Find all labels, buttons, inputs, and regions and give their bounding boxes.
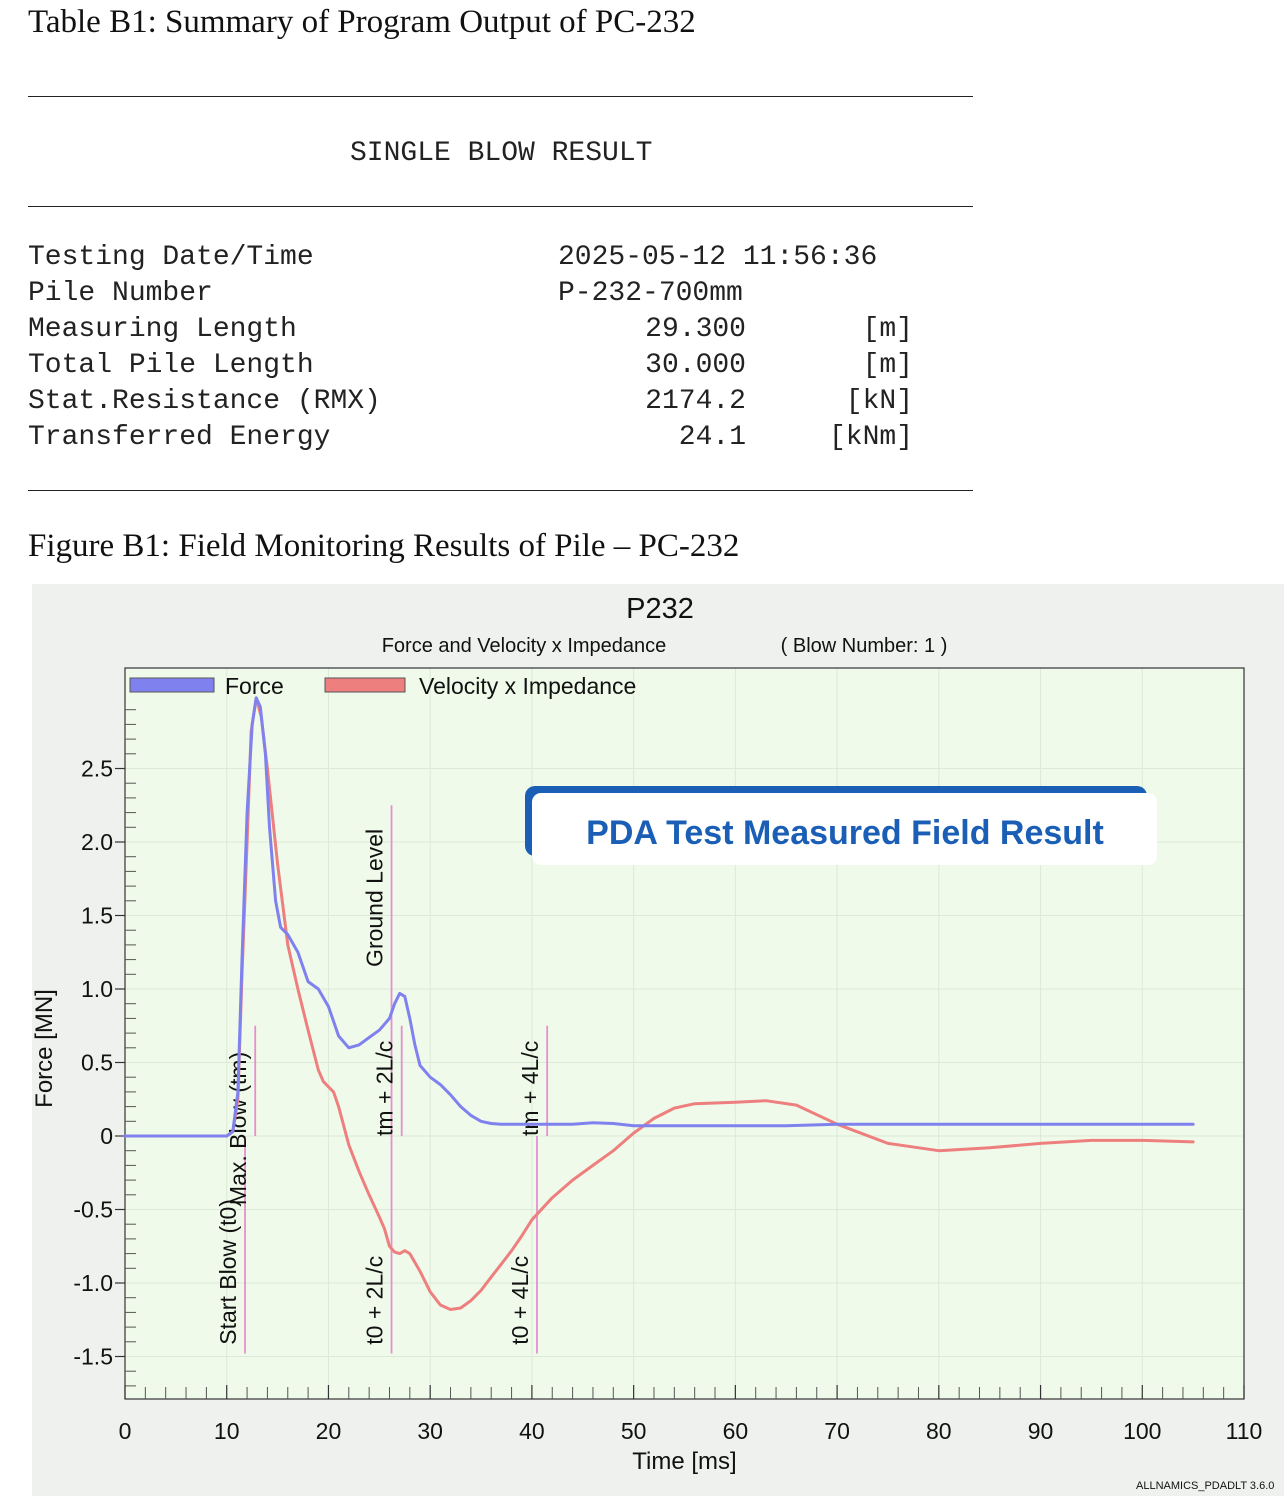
row-unit: [m] — [862, 314, 913, 345]
legend-label-velocity: Velocity x Impedance — [419, 673, 636, 699]
x-tick-label: 20 — [316, 1418, 342, 1444]
row-unit: [m] — [862, 350, 913, 381]
force-series-line — [123, 696, 1195, 1138]
y-tick-label: 2.0 — [81, 829, 113, 855]
table-row: Measuring Length 29.300 [m] — [0, 314, 1284, 350]
event-marker-label: tm + 4L/c — [517, 1041, 543, 1136]
table-row: Total Pile Length 30.000 [m] — [0, 350, 1284, 386]
legend-swatch-force — [129, 677, 215, 693]
x-tick-label: 70 — [824, 1418, 850, 1444]
x-tick-label: 80 — [926, 1418, 952, 1444]
y-tick-label: 1.0 — [81, 976, 113, 1002]
x-tick-label: 50 — [621, 1418, 647, 1444]
x-tick-label: 110 — [1226, 1418, 1263, 1444]
row-value: 30.000 — [645, 350, 746, 381]
figure-title: Figure B1: Field Monitoring Results of P… — [28, 528, 740, 564]
x-tick-label: 60 — [723, 1418, 749, 1444]
y-tick-label: 1.5 — [81, 903, 113, 929]
row-unit: [kNm] — [828, 422, 913, 453]
divider — [28, 206, 973, 207]
y-tick-label: -0.5 — [73, 1197, 113, 1223]
row-value: 24.1 — [678, 422, 746, 453]
y-axis-label: Force [MN] — [32, 989, 58, 1108]
banner-text: PDA Test Measured Field Result — [586, 814, 1104, 852]
event-marker-label: tm + 2L/c — [372, 1041, 398, 1136]
banner-box — [532, 793, 1157, 865]
software-label: ALLNAMICS_PDADLT 3.6.0 — [1136, 1480, 1274, 1492]
pda-chart: P232 Force and Velocity x Impedance ( Blow… — [32, 584, 1284, 1496]
x-tick-label: 100 — [1123, 1418, 1161, 1444]
x-tick-label: 90 — [1028, 1418, 1054, 1444]
row-value: P-232-700mm — [558, 278, 743, 309]
legend-swatch-velocity — [324, 677, 406, 693]
row-label: Testing Date/Time — [28, 242, 314, 273]
chart-title: P232 — [626, 593, 694, 625]
row-value: 2174.2 — [645, 386, 746, 417]
table-row: Pile Number P-232-700mm — [0, 278, 1284, 314]
row-label: Stat.Resistance (RMX) — [28, 386, 381, 417]
row-label: Measuring Length — [28, 314, 297, 345]
table-title: Table B1: Summary of Program Output of P… — [28, 4, 696, 40]
x-axis-label: Time [ms] — [632, 1448, 736, 1475]
legend-label-force: Force — [225, 673, 284, 699]
y-tick-label: -1.5 — [73, 1344, 113, 1370]
divider — [28, 490, 973, 491]
x-tick-label: 40 — [519, 1418, 545, 1444]
row-label: Transferred Energy — [28, 422, 331, 453]
y-tick-label: 2.5 — [81, 756, 113, 782]
row-value: 2025-05-12 11:56:36 — [558, 242, 878, 273]
y-tick-label: 0.5 — [81, 1050, 113, 1076]
blow-number-label: ( Blow Number: 1 ) — [781, 635, 948, 657]
table-heading: SINGLE BLOW RESULT — [350, 138, 653, 169]
chart-subtitle: Force and Velocity x Impedance — [382, 635, 667, 657]
x-tick-label: 10 — [214, 1418, 240, 1444]
y-tick-label: 0 — [100, 1123, 113, 1149]
divider — [28, 96, 973, 97]
row-value: 29.300 — [645, 314, 746, 345]
event-marker-label: Start Blow (t0) — [215, 1199, 241, 1345]
y-tick-label: -1.0 — [73, 1270, 113, 1296]
x-tick-label: 0 — [119, 1418, 132, 1444]
plot-area — [125, 668, 1244, 1399]
row-label: Total Pile Length — [28, 350, 314, 381]
event-marker-label: t0 + 4L/c — [507, 1256, 533, 1345]
x-tick-label: 30 — [417, 1418, 443, 1444]
table-row: Stat.Resistance (RMX) 2174.2 [kN] — [0, 386, 1284, 422]
event-marker-label: Ground Level — [362, 829, 388, 967]
table-row: Transferred Energy 24.1 [kNm] — [0, 422, 1284, 458]
event-marker-label: t0 + 2L/c — [362, 1256, 388, 1345]
row-unit: [kN] — [845, 386, 913, 417]
row-label: Pile Number — [28, 278, 213, 309]
table-row: Testing Date/Time 2025-05-12 11:56:36 — [0, 242, 1284, 278]
velocity-series-line — [123, 696, 1195, 1311]
